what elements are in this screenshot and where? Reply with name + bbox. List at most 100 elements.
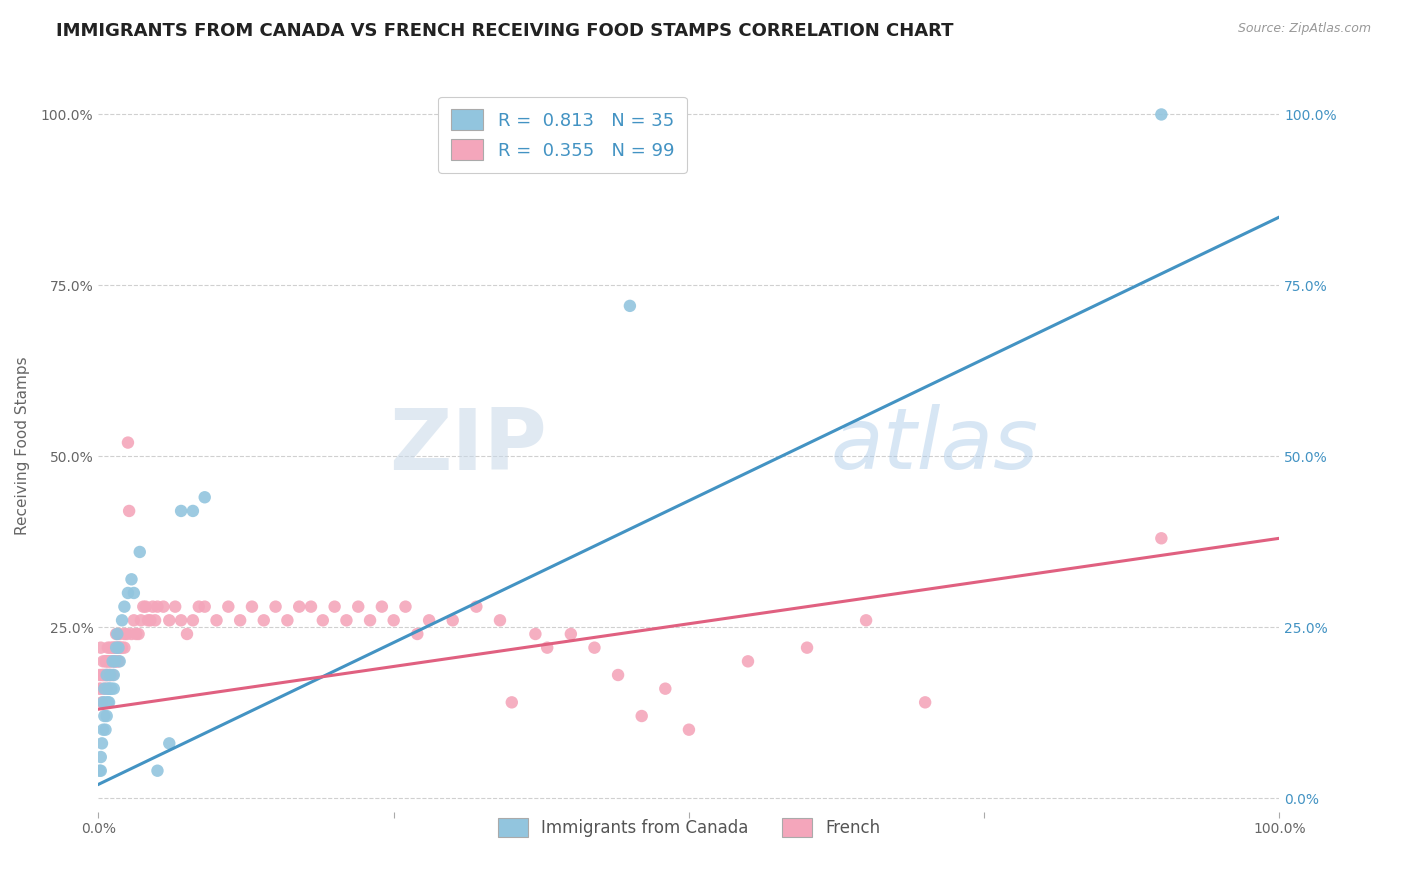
Point bbox=[654, 681, 676, 696]
Text: IMMIGRANTS FROM CANADA VS FRENCH RECEIVING FOOD STAMPS CORRELATION CHART: IMMIGRANTS FROM CANADA VS FRENCH RECEIVI… bbox=[56, 22, 953, 40]
Point bbox=[121, 627, 143, 641]
Point bbox=[105, 654, 128, 668]
Point bbox=[100, 654, 122, 668]
Point bbox=[117, 435, 139, 450]
Point bbox=[101, 640, 124, 655]
Point bbox=[104, 654, 127, 668]
Point bbox=[146, 764, 169, 778]
Point bbox=[276, 613, 298, 627]
Point bbox=[128, 545, 150, 559]
Point bbox=[89, 681, 111, 696]
Point bbox=[122, 613, 145, 627]
Point bbox=[194, 490, 217, 504]
Point bbox=[97, 681, 120, 696]
Point bbox=[101, 668, 124, 682]
Point bbox=[536, 640, 558, 655]
Point bbox=[115, 627, 138, 641]
Point bbox=[97, 695, 120, 709]
Point bbox=[253, 613, 276, 627]
Point bbox=[103, 681, 125, 696]
Point bbox=[107, 640, 129, 655]
Point bbox=[94, 668, 117, 682]
Point bbox=[489, 613, 512, 627]
Point bbox=[96, 681, 118, 696]
Point bbox=[94, 695, 117, 709]
Point bbox=[299, 599, 322, 614]
Point bbox=[181, 504, 204, 518]
Point bbox=[111, 640, 134, 655]
Point bbox=[229, 613, 252, 627]
Point bbox=[371, 599, 394, 614]
Point bbox=[105, 640, 128, 655]
Point bbox=[170, 613, 193, 627]
Point bbox=[142, 599, 165, 614]
Point bbox=[100, 681, 122, 696]
Point bbox=[98, 668, 121, 682]
Point bbox=[359, 613, 381, 627]
Point bbox=[181, 613, 204, 627]
Point bbox=[105, 654, 128, 668]
Point bbox=[125, 627, 148, 641]
Point bbox=[97, 668, 120, 682]
Point bbox=[112, 640, 135, 655]
Point bbox=[90, 640, 112, 655]
Point bbox=[122, 586, 145, 600]
Point bbox=[90, 681, 112, 696]
Point bbox=[105, 640, 128, 655]
Point bbox=[98, 695, 121, 709]
Point bbox=[312, 613, 335, 627]
Point bbox=[465, 599, 488, 614]
Point bbox=[128, 627, 150, 641]
Point bbox=[152, 599, 174, 614]
Point bbox=[382, 613, 405, 627]
Point bbox=[1150, 531, 1173, 545]
Point bbox=[91, 723, 114, 737]
Point bbox=[97, 640, 120, 655]
Point bbox=[176, 627, 198, 641]
Point bbox=[90, 764, 112, 778]
Point bbox=[1150, 107, 1173, 121]
Point bbox=[630, 709, 652, 723]
Point bbox=[94, 654, 117, 668]
Point bbox=[240, 599, 263, 614]
Point bbox=[104, 640, 127, 655]
Point bbox=[501, 695, 523, 709]
Point bbox=[91, 668, 114, 682]
Point bbox=[187, 599, 209, 614]
Point bbox=[394, 599, 416, 614]
Point bbox=[91, 736, 114, 750]
Point bbox=[103, 640, 125, 655]
Text: ZIP: ZIP bbox=[389, 404, 547, 488]
Point bbox=[110, 640, 132, 655]
Point bbox=[441, 613, 464, 627]
Point bbox=[108, 640, 131, 655]
Point bbox=[118, 504, 141, 518]
Point bbox=[855, 613, 877, 627]
Point bbox=[98, 681, 121, 696]
Point bbox=[96, 668, 118, 682]
Point bbox=[93, 709, 115, 723]
Point bbox=[194, 599, 217, 614]
Point bbox=[157, 613, 180, 627]
Point bbox=[98, 640, 121, 655]
Point bbox=[678, 723, 700, 737]
Point bbox=[98, 668, 121, 682]
Point bbox=[91, 668, 114, 682]
Point bbox=[132, 599, 155, 614]
Point bbox=[94, 723, 117, 737]
Point bbox=[121, 572, 143, 586]
Point bbox=[91, 695, 114, 709]
Point bbox=[135, 599, 157, 614]
Point bbox=[93, 681, 115, 696]
Point bbox=[146, 599, 169, 614]
Point bbox=[170, 504, 193, 518]
Y-axis label: Receiving Food Stamps: Receiving Food Stamps bbox=[15, 357, 30, 535]
Point bbox=[914, 695, 936, 709]
Point bbox=[105, 627, 128, 641]
Point bbox=[619, 299, 641, 313]
Point bbox=[98, 654, 121, 668]
Point bbox=[101, 654, 124, 668]
Point bbox=[89, 668, 111, 682]
Point bbox=[107, 640, 129, 655]
Point bbox=[111, 613, 134, 627]
